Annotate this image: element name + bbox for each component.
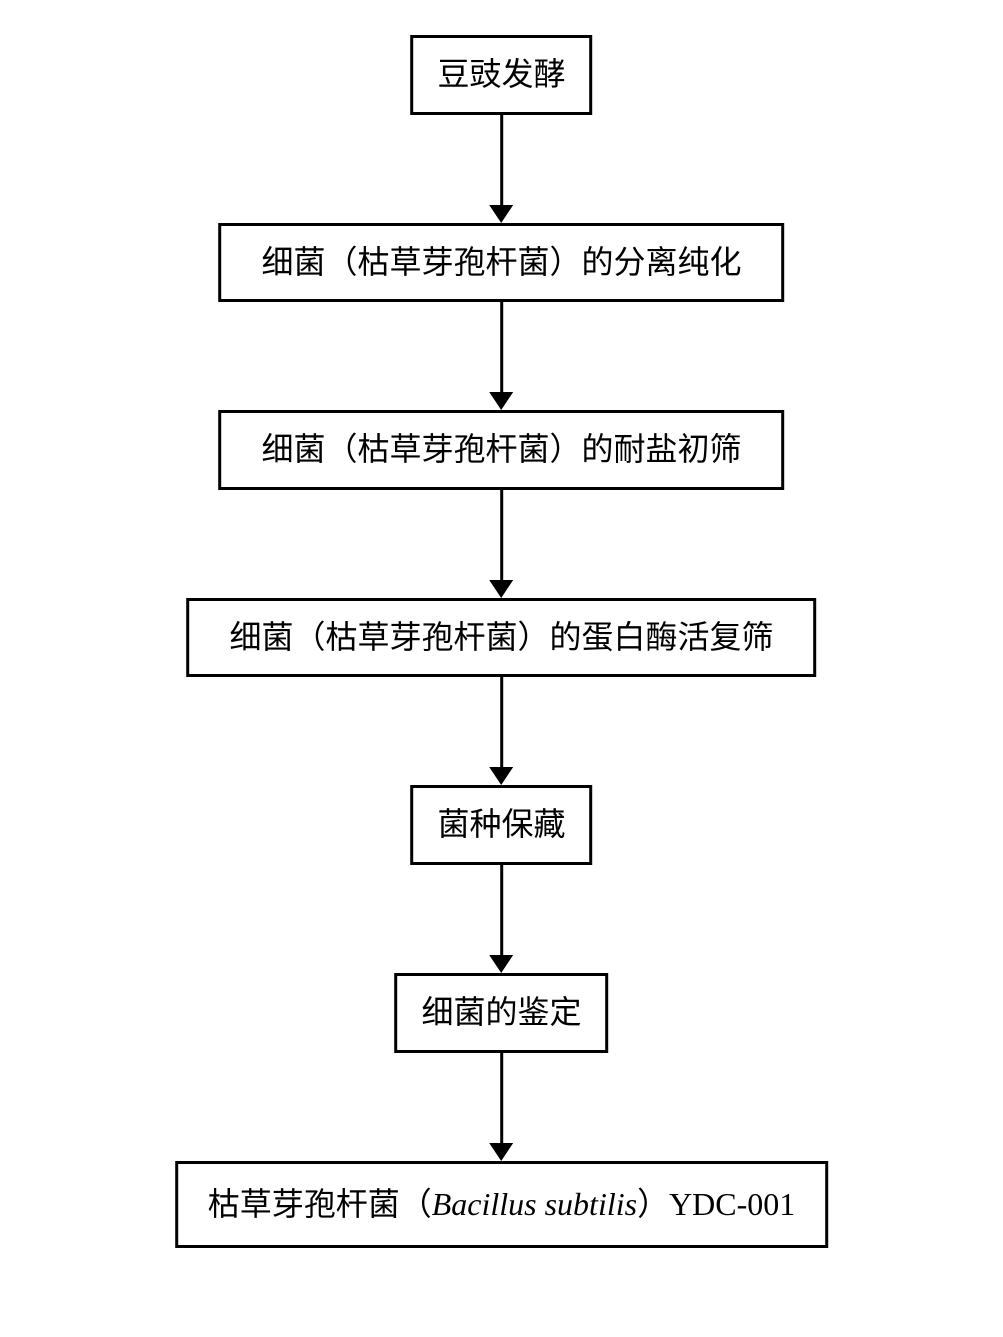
flowchart-node-1: 豆豉发酵 [410, 35, 592, 115]
arrow-head-icon [490, 205, 514, 223]
node-label-suffix: ）YDC-001 [637, 1186, 795, 1222]
arrow-head-icon [490, 1143, 514, 1161]
flowchart-arrow-1 [490, 115, 514, 223]
arrow-head-icon [490, 767, 514, 785]
flowchart-arrow-2 [490, 302, 514, 410]
arrow-line [500, 865, 503, 955]
flowchart-arrow-6 [490, 1053, 514, 1161]
arrow-line [500, 490, 503, 580]
arrow-head-icon [490, 580, 514, 598]
arrow-line [500, 677, 503, 767]
flowchart-node-3: 细菌（枯草芽孢杆菌）的耐盐初筛 [218, 410, 784, 490]
flowchart-arrow-4 [490, 677, 514, 785]
flowchart-node-5: 菌种保藏 [410, 785, 592, 865]
node-label: 豆豉发酵 [437, 56, 565, 92]
node-label: 细菌（枯草芽孢杆菌）的蛋白酶活复筛 [229, 619, 773, 655]
flowchart-node-2: 细菌（枯草芽孢杆菌）的分离纯化 [218, 223, 784, 303]
arrow-line [500, 1053, 503, 1143]
arrow-line [500, 115, 503, 205]
flowchart-node-4: 细菌（枯草芽孢杆菌）的蛋白酶活复筛 [186, 598, 816, 678]
flowchart-container: 豆豉发酵 细菌（枯草芽孢杆菌）的分离纯化 细菌（枯草芽孢杆菌）的耐盐初筛 细菌（… [175, 35, 829, 1248]
node-label-prefix: 枯草芽孢杆菌（ [208, 1186, 432, 1222]
node-label: 细菌（枯草芽孢杆菌）的耐盐初筛 [261, 431, 741, 467]
node-label: 细菌的鉴定 [421, 994, 581, 1030]
flowchart-node-7: 枯草芽孢杆菌（Bacillus subtilis）YDC-001 [175, 1161, 829, 1249]
arrow-line [500, 302, 503, 392]
arrow-head-icon [490, 392, 514, 410]
flowchart-arrow-3 [490, 490, 514, 598]
node-label: 细菌（枯草芽孢杆菌）的分离纯化 [261, 244, 741, 280]
flowchart-arrow-5 [490, 865, 514, 973]
flowchart-node-6: 细菌的鉴定 [394, 973, 608, 1053]
node-label-italic: Bacillus subtilis [432, 1186, 637, 1222]
arrow-head-icon [490, 955, 514, 973]
node-label: 菌种保藏 [437, 806, 565, 842]
